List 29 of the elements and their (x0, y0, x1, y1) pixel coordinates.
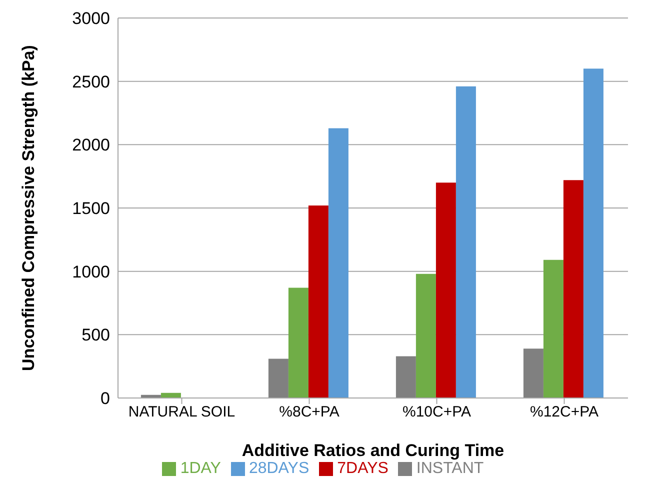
bar (268, 358, 288, 398)
x-tick-label: %10C+PA (402, 404, 472, 421)
legend-label: 28DAYS (248, 460, 310, 477)
bar (308, 205, 328, 398)
legend-label: 7DAYS (337, 460, 388, 477)
y-tick-label: 500 (82, 326, 110, 345)
legend-label: 1DAY (180, 460, 221, 477)
x-tick-label: NATURAL SOIL (128, 404, 236, 421)
y-tick-label: 0 (100, 389, 110, 408)
bar (416, 274, 436, 398)
x-tick-label: %12C+PA (530, 404, 599, 421)
bar (583, 68, 604, 398)
y-tick-label: 3000 (72, 9, 110, 28)
x-axis-title: Additive Ratios and Curing Time (242, 441, 504, 460)
bar (563, 180, 584, 398)
y-tick-label: 2000 (72, 136, 110, 155)
bar (456, 86, 476, 398)
bar (436, 182, 456, 398)
legend-label: INSTANT (416, 460, 484, 477)
x-tick-label: %8C+PA (279, 404, 340, 421)
y-tick-label: 1500 (72, 199, 110, 218)
y-tick-label: 2500 (72, 72, 110, 92)
bar (328, 128, 348, 398)
bar (288, 288, 308, 398)
y-tick-label: 1000 (72, 262, 110, 282)
y-axis-title: Unconfined Compressive Strength (kPa) (19, 45, 38, 371)
bar (396, 356, 416, 398)
bar (543, 260, 564, 398)
bar (523, 348, 544, 398)
